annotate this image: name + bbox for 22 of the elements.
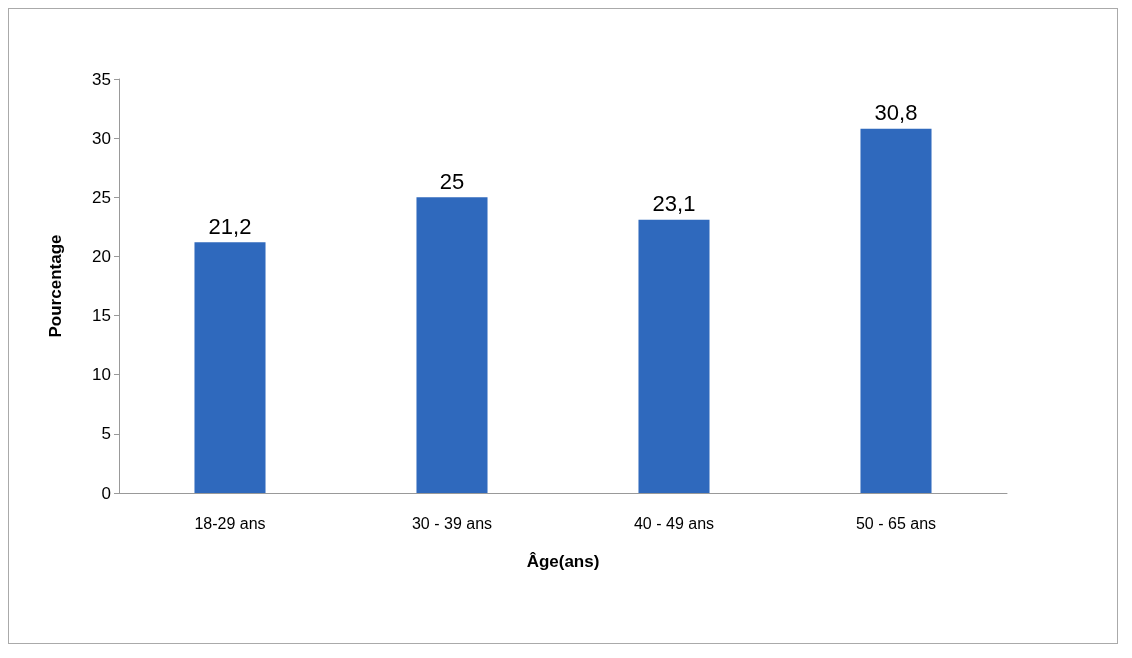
data-label: 21,2 [208, 213, 252, 239]
y-tick-label: 30 [92, 128, 111, 148]
data-label: 25 [439, 168, 465, 194]
x-axis-title: Âge(ans) [526, 552, 600, 571]
x-tick-label: 30 - 39 ans [411, 514, 493, 532]
bar [194, 242, 266, 493]
x-tick-label: 40 - 49 ans [633, 514, 715, 532]
y-axis-title: Pourcentage [46, 234, 65, 338]
y-tick-label: 35 [92, 69, 111, 89]
x-tick-label: 18-29 ans [194, 514, 266, 532]
y-tick-label: 15 [92, 306, 111, 326]
bar [416, 197, 488, 493]
data-label: 23,1 [652, 191, 696, 217]
bar [860, 128, 932, 493]
data-label: 30,8 [874, 100, 918, 126]
y-tick-label: 10 [92, 365, 111, 385]
y-tick-label: 5 [101, 424, 111, 444]
x-tick-label: 50 - 65 ans [855, 514, 937, 532]
y-tick-label: 25 [92, 187, 111, 207]
y-tick-label: 20 [92, 246, 111, 266]
bar [638, 219, 710, 493]
y-tick-label: 0 [101, 483, 111, 503]
